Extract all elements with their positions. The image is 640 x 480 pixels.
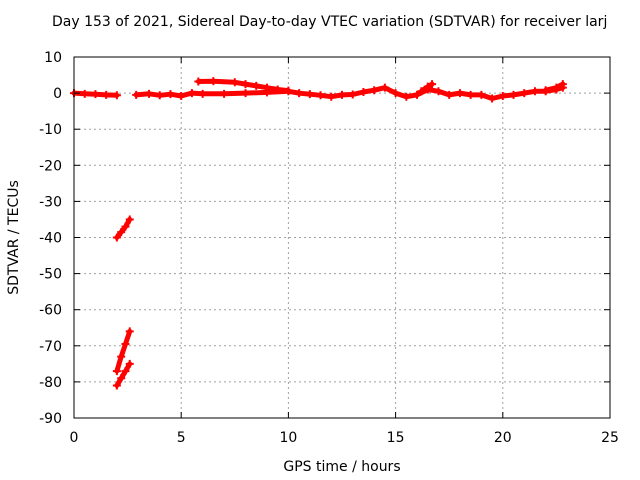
x-tick-label: 5 <box>177 430 186 446</box>
data-point <box>209 77 218 86</box>
data-point <box>370 86 379 95</box>
data-point <box>327 92 336 101</box>
data-point <box>166 90 175 99</box>
data-point <box>132 90 141 99</box>
data-point <box>125 359 134 368</box>
data-point <box>145 89 154 98</box>
y-tick-label: -90 <box>39 411 62 427</box>
data-point <box>380 83 389 92</box>
x-tick-label: 25 <box>601 430 619 446</box>
data-point <box>434 87 443 96</box>
axis-ticks: 0 5 10 15 20 25 10 0 -10 -20 -30 -40 -50 -60 -70 -80 -90 <box>39 50 619 446</box>
data-layer <box>70 77 567 390</box>
data-point <box>91 90 100 99</box>
x-tick-label: 20 <box>494 430 512 446</box>
data-point <box>262 83 271 92</box>
data-point <box>112 367 121 376</box>
data-point <box>552 83 561 92</box>
data-point <box>273 85 282 94</box>
x-tick-label: 10 <box>279 430 297 446</box>
y-tick-label: -30 <box>39 194 62 210</box>
data-point <box>112 91 121 100</box>
data-point <box>316 91 325 100</box>
data-point <box>338 90 346 99</box>
data-point <box>220 89 229 98</box>
data-point <box>520 89 529 98</box>
y-tick-label: 0 <box>53 86 62 102</box>
data-point <box>305 90 314 99</box>
data-point <box>541 86 550 95</box>
y-tick-label: -60 <box>39 303 62 319</box>
data-point <box>230 78 239 87</box>
data-point <box>477 90 486 99</box>
data-point <box>413 90 422 99</box>
data-point <box>295 89 304 98</box>
x-tick-label: 15 <box>387 430 405 446</box>
data-point <box>466 90 475 99</box>
y-tick-label: -70 <box>39 339 62 355</box>
data-point <box>509 90 518 99</box>
data-point <box>488 94 497 103</box>
data-point <box>102 90 111 99</box>
data-point <box>125 327 134 336</box>
series-trace <box>114 361 133 388</box>
data-point <box>284 86 293 95</box>
data-point <box>417 87 426 96</box>
data-point <box>121 222 130 231</box>
series-trace <box>114 328 133 374</box>
y-tick-label: 10 <box>44 50 62 66</box>
data-point <box>194 77 203 86</box>
y-tick-label: -20 <box>39 158 62 174</box>
data-point <box>177 91 186 100</box>
data-point <box>423 82 432 91</box>
x-axis-label: GPS time / hours <box>283 459 400 475</box>
data-point <box>155 91 164 100</box>
data-point <box>198 89 207 98</box>
series-trace <box>114 216 133 240</box>
y-tick-label: -40 <box>39 231 62 247</box>
data-point <box>117 374 126 383</box>
data-point <box>80 89 89 98</box>
data-point <box>558 80 567 89</box>
data-point <box>402 92 411 101</box>
grid-lines <box>74 57 610 418</box>
data-point <box>187 89 196 98</box>
data-point <box>348 90 357 99</box>
y-axis-label: SDTVAR / TECUs <box>6 180 22 295</box>
data-point <box>112 233 121 242</box>
data-point <box>498 91 507 100</box>
data-point <box>117 228 126 237</box>
data-point <box>121 339 130 348</box>
data-point <box>121 367 130 376</box>
data-point <box>428 80 437 89</box>
data-point <box>359 88 368 97</box>
data-point <box>241 80 250 89</box>
data-point <box>445 90 454 99</box>
data-point <box>455 89 464 98</box>
y-tick-label: -50 <box>39 267 62 283</box>
data-point <box>125 215 134 224</box>
data-point <box>112 381 121 390</box>
data-point <box>391 89 400 98</box>
data-point <box>530 87 539 96</box>
chart-title: Day 153 of 2021, Sidereal Day-to-day VTE… <box>52 14 608 30</box>
x-tick-label: 0 <box>70 430 79 446</box>
data-point <box>241 89 250 98</box>
data-point <box>252 81 261 90</box>
data-point <box>117 352 126 361</box>
y-tick-label: -80 <box>39 375 62 391</box>
y-tick-label: -10 <box>39 122 62 138</box>
